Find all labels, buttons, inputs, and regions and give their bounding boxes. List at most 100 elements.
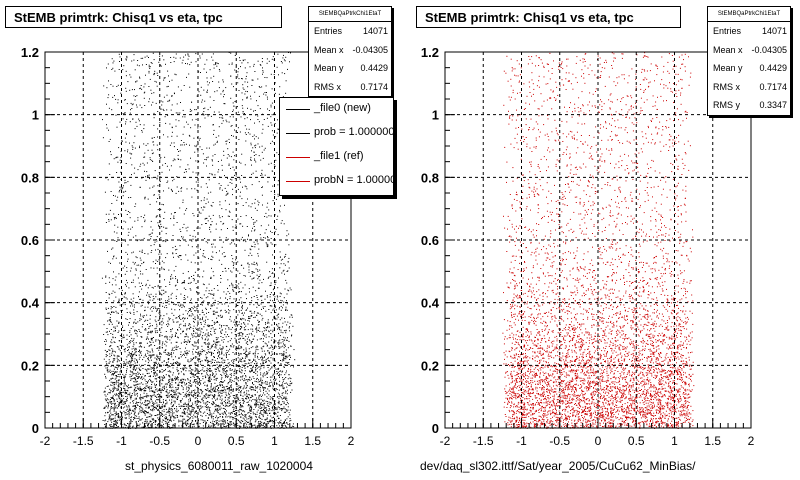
data-point: [195, 420, 196, 421]
data-point: [205, 316, 207, 318]
data-point: [223, 325, 225, 326]
data-point: [234, 101, 236, 102]
data-point: [119, 159, 121, 161]
data-point: [245, 382, 247, 384]
data-point: [170, 353, 172, 355]
data-point: [273, 420, 275, 422]
data-point: [171, 95, 173, 97]
data-point: [290, 426, 292, 428]
data-point: [208, 326, 210, 328]
data-point: [243, 327, 245, 329]
data-point: [185, 383, 187, 385]
data-point: [248, 205, 250, 207]
data-point: [271, 420, 273, 422]
data-point: [132, 251, 134, 253]
data-point: [203, 395, 205, 397]
data-point: [222, 362, 224, 364]
data-point: [122, 401, 124, 403]
data-point: [281, 360, 283, 362]
data-point: [280, 259, 282, 261]
data-point: [129, 408, 131, 410]
data-point: [238, 361, 239, 363]
data-point: [187, 403, 189, 405]
data-point: [155, 389, 157, 391]
data-point: [241, 405, 243, 407]
data-point: [175, 278, 177, 280]
data-point: [275, 378, 277, 380]
data-point: [135, 96, 137, 97]
data-point: [138, 296, 139, 298]
data-point: [253, 296, 255, 297]
data-point: [236, 370, 238, 372]
data-point: [150, 226, 152, 228]
data-point: [190, 358, 192, 360]
data-point: [152, 341, 154, 343]
data-point: [277, 415, 279, 417]
data-point: [187, 379, 189, 381]
data-point: [268, 408, 270, 410]
data-point: [173, 392, 175, 393]
data-point: [138, 302, 140, 304]
data-point: [130, 270, 132, 272]
data-point: [268, 360, 270, 362]
data-point: [264, 232, 266, 234]
data-point: [166, 109, 168, 111]
data-point: [177, 376, 178, 378]
data-point: [117, 84, 119, 86]
data-point: [139, 370, 141, 371]
data-point: [202, 422, 204, 423]
data-point: [248, 362, 250, 364]
data-point: [207, 346, 209, 348]
data-point: [278, 389, 280, 391]
data-point: [180, 323, 182, 325]
data-point: [136, 393, 138, 395]
data-point: [193, 230, 195, 232]
data-point: [233, 374, 235, 376]
data-point: [118, 214, 119, 215]
data-point: [284, 392, 286, 394]
data-point: [284, 356, 286, 358]
data-point: [132, 293, 134, 295]
data-point: [257, 353, 259, 355]
data-point: [272, 56, 274, 58]
data-point: [137, 361, 138, 363]
data-point: [270, 230, 271, 232]
data-point: [112, 382, 114, 384]
data-point: [146, 404, 148, 406]
data-point: [283, 366, 285, 368]
data-point: [287, 355, 289, 357]
data-point: [169, 417, 171, 419]
data-point: [112, 365, 114, 367]
data-point: [226, 370, 228, 372]
data-point: [157, 376, 159, 378]
data-point: [127, 151, 128, 153]
data-point: [114, 415, 116, 417]
data-point: [114, 372, 116, 374]
data-point: [206, 405, 207, 407]
data-point: [154, 385, 156, 387]
data-point: [183, 374, 185, 376]
data-point: [106, 103, 107, 105]
data-point: [119, 186, 121, 188]
data-point: [194, 236, 196, 238]
data-point: [261, 194, 263, 196]
data-point: [121, 416, 123, 418]
data-point: [133, 373, 135, 375]
data-point: [292, 423, 294, 425]
data-point: [124, 179, 126, 181]
data-point: [114, 407, 116, 409]
data-point: [125, 418, 127, 420]
data-point: [150, 368, 152, 370]
data-point: [185, 310, 187, 312]
data-point: [250, 406, 252, 408]
data-point: [237, 286, 239, 288]
data-point: [277, 371, 279, 373]
data-point: [258, 202, 260, 204]
data-point: [253, 241, 255, 243]
data-point: [242, 398, 244, 400]
data-point: [200, 402, 202, 404]
data-point: [251, 278, 253, 280]
data-point: [139, 77, 141, 79]
data-point: [269, 382, 271, 383]
data-point: [112, 337, 114, 339]
